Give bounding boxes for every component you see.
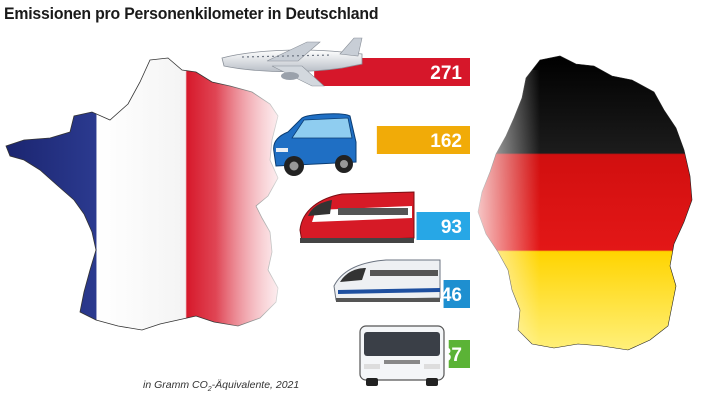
germany-map bbox=[470, 55, 693, 360]
train-icon bbox=[299, 191, 415, 243]
france-map bbox=[5, 57, 286, 331]
footnote-prefix: in Gramm CO bbox=[143, 379, 208, 391]
chart-title: Emissionen pro Personenkilometer in Deut… bbox=[4, 4, 379, 23]
footnote-suffix: -Äquivalente, 2021 bbox=[211, 379, 300, 391]
bar-car bbox=[376, 126, 470, 154]
bar-value-label: 37 bbox=[441, 345, 462, 366]
bar-value-label: 271 bbox=[430, 63, 462, 84]
high-speed-train-icon bbox=[333, 259, 441, 302]
bar-value-label: 162 bbox=[430, 131, 462, 152]
chart-footnote: in Gramm CO2-Äquivalente, 2021 bbox=[143, 379, 299, 393]
car-icon bbox=[273, 113, 357, 176]
bars-layer: 271 162 93 46 37 bbox=[314, 58, 470, 368]
bar-value-label: 46 bbox=[441, 285, 462, 306]
bar-bus bbox=[448, 340, 470, 368]
bar-value-label: 93 bbox=[441, 217, 462, 238]
bus-icon bbox=[359, 325, 445, 386]
plane-icon bbox=[221, 37, 363, 87]
footnote-subscript: 2 bbox=[207, 386, 212, 394]
bar-train bbox=[416, 212, 470, 240]
bar-high-speed-train bbox=[443, 280, 470, 308]
